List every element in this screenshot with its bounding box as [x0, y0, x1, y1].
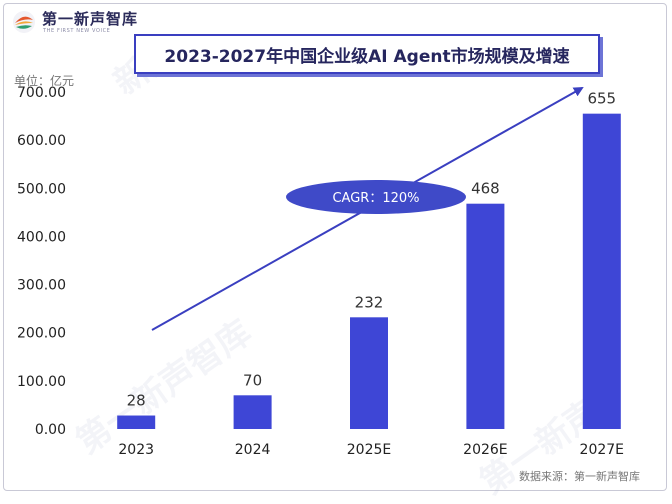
y-tick-label: 100.00 — [17, 374, 66, 390]
bar-2027E — [582, 113, 621, 430]
bar-2026E — [466, 203, 505, 429]
x-tick-label: 2026E — [463, 442, 507, 458]
y-tick-label: 600.00 — [17, 133, 66, 149]
brand-tagline: THE FIRST NEW VOICE — [43, 28, 111, 34]
bar-2024 — [233, 395, 272, 429]
y-tick-label: 0.00 — [35, 422, 66, 438]
y-tick-label: 400.00 — [17, 229, 66, 245]
data-label: 655 — [587, 90, 616, 108]
data-label: 28 — [127, 392, 146, 410]
unit-label: 单位：亿元 — [14, 74, 75, 88]
y-tick-label: 300.00 — [17, 278, 66, 294]
x-tick-label: 2024 — [235, 442, 271, 458]
x-tick-label: 2025E — [347, 442, 391, 458]
source-label: 数据来源：第一新声智库 — [519, 470, 640, 483]
cagr-label: CAGR：120% — [332, 191, 419, 206]
brand-logo-icon — [13, 11, 35, 33]
x-tick-label: 2023 — [118, 442, 154, 458]
chart-frame — [3, 3, 667, 491]
chart-title-box: 2023-2027年中国企业级AI Agent市场规模及增速 — [134, 34, 600, 74]
cagr-badge — [286, 180, 466, 214]
y-tick-label: 700.00 — [17, 85, 66, 101]
data-label: 70 — [243, 371, 262, 389]
y-tick-label: 200.00 — [17, 326, 66, 342]
data-label: 232 — [355, 293, 384, 311]
chart-title: 2023-2027年中国企业级AI Agent市场规模及增速 — [164, 46, 570, 67]
brand-name: 第一新声智库 — [42, 10, 139, 28]
y-tick-label: 500.00 — [17, 181, 66, 197]
x-tick-label: 2027E — [580, 442, 624, 458]
bar-2023 — [117, 415, 156, 429]
brand-logo: 第一新声智库 THE FIRST NEW VOICE — [12, 8, 182, 38]
bar-2025E — [350, 317, 388, 429]
data-label: 468 — [471, 180, 500, 198]
